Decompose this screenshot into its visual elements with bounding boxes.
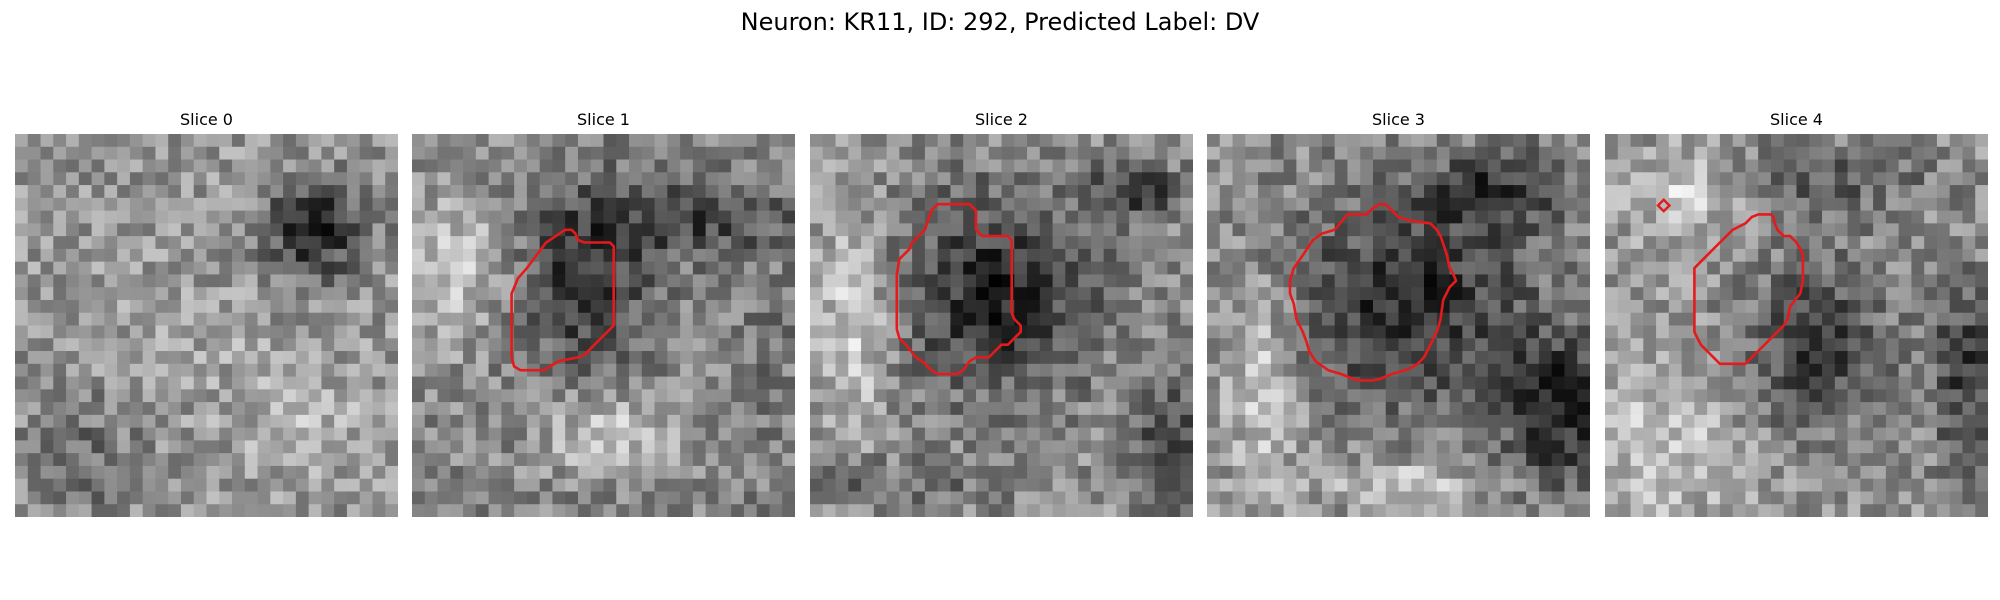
slice-panel-1: Slice 1: [412, 110, 795, 517]
slice-image: [810, 134, 1193, 517]
slice-title: Slice 0: [180, 110, 233, 129]
slice-panel-0: Slice 0: [15, 110, 398, 517]
slice-title: Slice 3: [1372, 110, 1425, 129]
segmentation-outline: [510, 228, 615, 372]
segmentation-outline: [1693, 213, 1805, 366]
segmentation-outline: [1288, 202, 1458, 382]
slice-image: [1605, 134, 1988, 517]
segmentation-outline: [895, 202, 1022, 376]
slice-panel-4: Slice 4: [1605, 110, 1988, 517]
slice-panel-2: Slice 2: [810, 110, 1193, 517]
slice-title: Slice 2: [975, 110, 1028, 129]
slice-panel-3: Slice 3: [1207, 110, 1590, 517]
slice-title: Slice 4: [1770, 110, 1823, 129]
figure-title: Neuron: KR11, ID: 292, Predicted Label: …: [740, 8, 1260, 36]
segmentation-outline-fragment: [1656, 198, 1672, 213]
slice-image: [15, 134, 398, 517]
slice-image: [1207, 134, 1590, 517]
slice-image: [412, 134, 795, 517]
slice-title: Slice 1: [577, 110, 630, 129]
